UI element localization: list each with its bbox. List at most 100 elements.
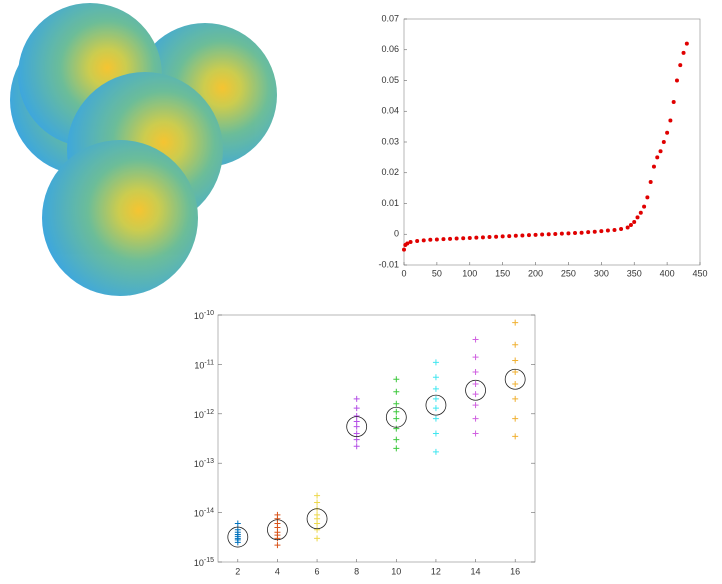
data-point	[428, 237, 433, 242]
x-tick-label: 150	[495, 268, 510, 278]
sorted-values-chart: 0 50 100 150 200 250 300 350 400 450-0.0100.010.0…	[378, 13, 707, 278]
sample-marker	[393, 376, 400, 383]
sphere-render	[10, 3, 277, 296]
sample-marker	[314, 499, 321, 506]
data-point	[674, 78, 679, 83]
sample-marker	[432, 359, 439, 366]
mean-marker	[306, 508, 328, 530]
sample-marker	[512, 357, 519, 364]
sample-marker	[274, 542, 281, 549]
data-point	[533, 232, 538, 237]
data-point	[408, 239, 413, 244]
sample-marker	[393, 445, 400, 452]
y-tick-label: 0.06	[381, 44, 399, 54]
sample-marker	[393, 436, 400, 443]
data-point	[599, 229, 604, 234]
data-point	[566, 231, 571, 236]
x-tick-label: 12	[431, 566, 441, 576]
data-point	[648, 179, 653, 184]
data-point	[415, 239, 420, 244]
sample-marker	[353, 430, 360, 437]
mean-marker	[465, 379, 486, 401]
data-point	[661, 140, 666, 144]
x-tick-label: 8	[354, 566, 359, 576]
x-tick-label: 14	[471, 566, 481, 576]
data-point	[625, 225, 630, 230]
sample-marker	[393, 388, 400, 395]
sample-marker	[432, 405, 439, 412]
mean-marker	[227, 526, 249, 548]
sample-marker	[393, 425, 400, 432]
data-point	[628, 223, 633, 228]
sample-marker	[472, 402, 479, 409]
sample-marker	[353, 405, 360, 412]
data-point	[467, 235, 472, 240]
data-point	[573, 231, 578, 236]
data-point	[546, 232, 551, 237]
data-point	[507, 234, 512, 239]
sphere	[42, 140, 198, 296]
data-point	[651, 164, 656, 169]
x-tick-label: 450	[692, 268, 707, 278]
sample-marker	[432, 385, 439, 392]
y-tick-label: 10-12	[194, 409, 214, 421]
sample-marker	[472, 381, 479, 388]
plot-area	[217, 314, 536, 563]
x-tick-label: 0	[401, 268, 406, 278]
sample-marker	[512, 319, 519, 326]
data-point	[434, 237, 439, 242]
data-point	[421, 238, 426, 243]
data-point	[592, 229, 597, 234]
sample-marker	[512, 341, 519, 348]
y-tick-label: 0.01	[381, 198, 399, 208]
data-point	[487, 235, 492, 240]
x-tick-label: 350	[627, 268, 642, 278]
y-tick-label: 10-14	[194, 507, 214, 519]
x-tick-label: 50	[432, 268, 442, 278]
sample-marker	[432, 374, 439, 381]
x-tick-label: 250	[561, 268, 576, 278]
data-point	[520, 233, 525, 238]
sample-marker	[314, 526, 321, 533]
mean-marker	[425, 394, 447, 416]
x-tick-label: 200	[528, 268, 543, 278]
sample-marker	[353, 436, 360, 443]
sample-marker	[393, 415, 400, 422]
y-tick-label: 0.03	[381, 136, 399, 146]
data-point	[579, 230, 584, 235]
y-tick-label: 0	[394, 229, 399, 239]
sample-marker	[472, 415, 479, 422]
y-tick-label: -0.01	[378, 259, 399, 269]
x-tick-label: 400	[660, 268, 675, 278]
data-point	[671, 100, 676, 105]
data-point	[454, 236, 459, 241]
mean-marker	[504, 368, 526, 390]
sample-marker	[314, 492, 321, 499]
y-tick-label: 10-10	[194, 310, 214, 322]
mean-marker	[267, 519, 288, 541]
x-tick-label: 10	[391, 566, 401, 576]
y-tick-label: 0.02	[381, 167, 399, 177]
sample-marker	[274, 511, 281, 518]
sample-marker	[393, 400, 400, 407]
x-tick-label: 16	[510, 566, 520, 576]
data-point	[642, 204, 647, 209]
x-tick-label: 6	[315, 566, 320, 576]
sample-marker	[432, 395, 439, 402]
data-point	[668, 118, 673, 123]
sample-marker	[234, 520, 241, 527]
sample-marker	[512, 433, 519, 440]
sample-marker	[393, 408, 400, 415]
data-point	[681, 50, 686, 55]
data-point	[638, 210, 643, 215]
data-point	[513, 233, 518, 238]
data-point	[441, 237, 446, 242]
data-point	[665, 130, 670, 135]
mean-marker	[385, 406, 407, 428]
y-tick-label: 0.07	[381, 13, 399, 23]
data-point	[474, 235, 479, 240]
y-tick-label: 10-11	[194, 359, 214, 371]
sample-marker	[472, 391, 479, 398]
data-point	[559, 231, 564, 236]
